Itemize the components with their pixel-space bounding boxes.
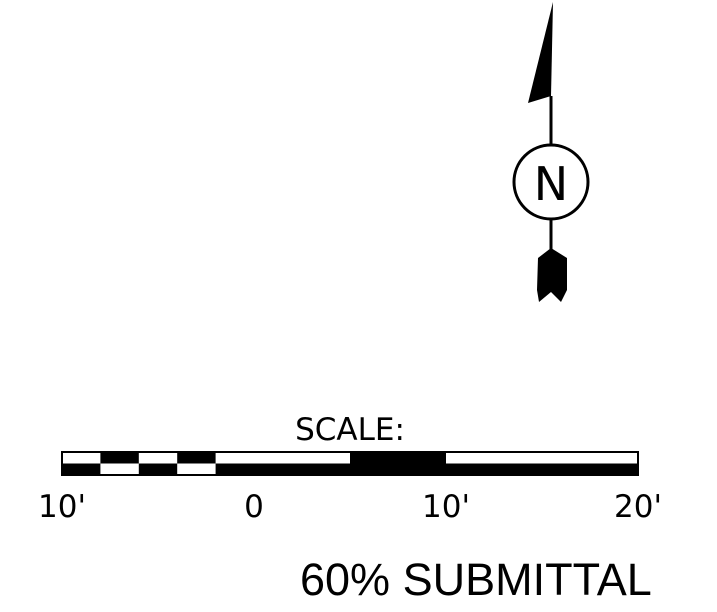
north-arrow-tail-icon [537, 248, 567, 302]
scale-title: SCALE: [295, 412, 405, 448]
scale-tick-label: 20' [614, 489, 662, 525]
scale-segment-fine [100, 452, 139, 464]
north-arrow-head [528, 2, 553, 103]
submittal-status: 60% SUBMITTAL [300, 554, 652, 605]
scale-segment-fine [62, 463, 101, 475]
scale-segment-fine [215, 463, 254, 475]
north-letter: N [534, 157, 568, 211]
scale-labels: 10' 0 10' 20' [38, 489, 662, 525]
scale-bar: SCALE: 10' 0 10' 20' [38, 412, 662, 525]
scale-tick-label: 0 [244, 489, 264, 525]
scale-segments [62, 452, 638, 475]
scale-tick-label: 10' [422, 489, 470, 525]
scale-segment [446, 463, 638, 475]
scale-segment-fine [177, 452, 216, 464]
scale-tick-label: 10' [38, 489, 86, 525]
scale-bar-outline [61, 451, 639, 476]
scale-segment-fine [138, 463, 178, 475]
north-arrow-icon: N [512, 2, 590, 302]
scale-segment [350, 452, 446, 475]
scale-segment [254, 463, 350, 475]
